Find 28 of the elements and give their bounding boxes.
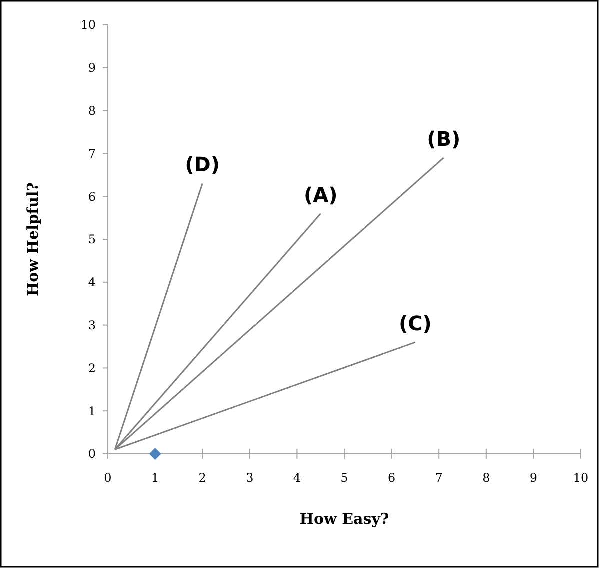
x-tick-label: 4 — [293, 471, 302, 485]
y-tick-label: 4 — [88, 276, 96, 290]
x-tick-label: 6 — [388, 471, 396, 485]
x-tick-label: 5 — [340, 471, 348, 485]
y-tick-label: 0 — [88, 447, 96, 462]
x-tick-label: 3 — [246, 471, 254, 485]
y-tick-label: 9 — [88, 61, 96, 76]
y-tick-label: 10 — [80, 18, 96, 32]
x-tick-label: 8 — [482, 471, 490, 485]
y-tick-label: 1 — [88, 404, 96, 418]
x-tick-label: 9 — [530, 471, 538, 485]
series-label: (C) — [398, 311, 432, 336]
y-tick-label: 8 — [88, 104, 96, 118]
x-tick-label: 0 — [104, 471, 112, 485]
series-label: (A) — [304, 182, 338, 207]
x-tick-label: 2 — [198, 471, 206, 485]
x-tick-label: 1 — [151, 471, 160, 485]
y-tick-label: 6 — [88, 190, 96, 204]
y-tick-label: 3 — [88, 318, 96, 332]
series-label: (B) — [427, 126, 461, 151]
x-tick-label: 10 — [573, 471, 589, 485]
y-tick-label: 5 — [88, 232, 96, 247]
y-axis-title: How Helpful? — [24, 182, 42, 297]
x-axis-title: How Easy? — [300, 510, 390, 528]
x-tick-label: 7 — [435, 471, 443, 485]
y-tick-label: 2 — [88, 361, 96, 376]
y-tick-label: 7 — [88, 146, 96, 161]
series-label: (D) — [185, 152, 220, 177]
